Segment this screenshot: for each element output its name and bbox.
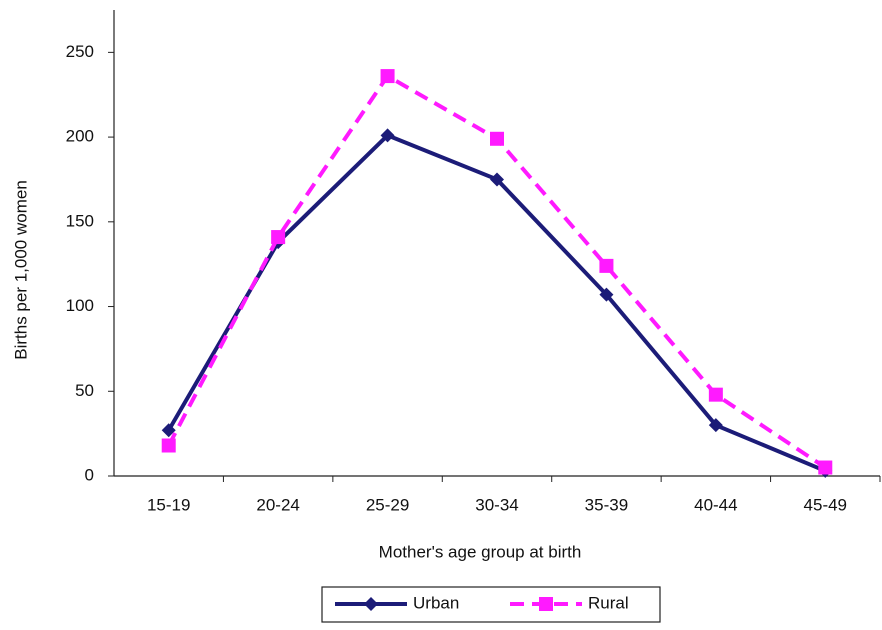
y-axis-title: Births per 1,000 women — [11, 180, 30, 360]
y-tick-label: 150 — [66, 211, 94, 230]
data-point — [708, 387, 723, 402]
x-tick-label: 15-19 — [147, 495, 190, 514]
x-tick-label: 20-24 — [256, 495, 299, 514]
data-point — [161, 423, 176, 438]
y-tick-label: 100 — [66, 296, 94, 315]
data-point — [599, 258, 614, 273]
x-tick-label: 40-44 — [694, 495, 737, 514]
y-tick-label: 0 — [85, 465, 94, 484]
data-point — [490, 131, 504, 146]
data-point — [161, 438, 176, 453]
y-tick-label: 50 — [75, 381, 94, 400]
x-tick-label: 30-34 — [475, 495, 518, 514]
data-point — [380, 128, 395, 143]
x-tick-label: 25-29 — [366, 495, 409, 514]
legend-marker — [364, 597, 378, 611]
x-axis-title: Mother's age group at birth — [379, 542, 582, 561]
y-tick-label: 200 — [66, 127, 94, 146]
legend-label: Rural — [588, 593, 629, 612]
y-tick-label: 250 — [66, 42, 94, 61]
x-tick-label: 35-39 — [585, 495, 628, 514]
legend-label: Urban — [413, 593, 459, 612]
data-point — [271, 230, 286, 245]
data-point — [818, 460, 833, 475]
x-tick-label: 45-49 — [804, 495, 847, 514]
data-point — [599, 287, 614, 302]
legend-marker — [539, 597, 553, 611]
data-point — [490, 172, 504, 187]
data-point — [380, 69, 395, 84]
data-point — [708, 418, 723, 433]
